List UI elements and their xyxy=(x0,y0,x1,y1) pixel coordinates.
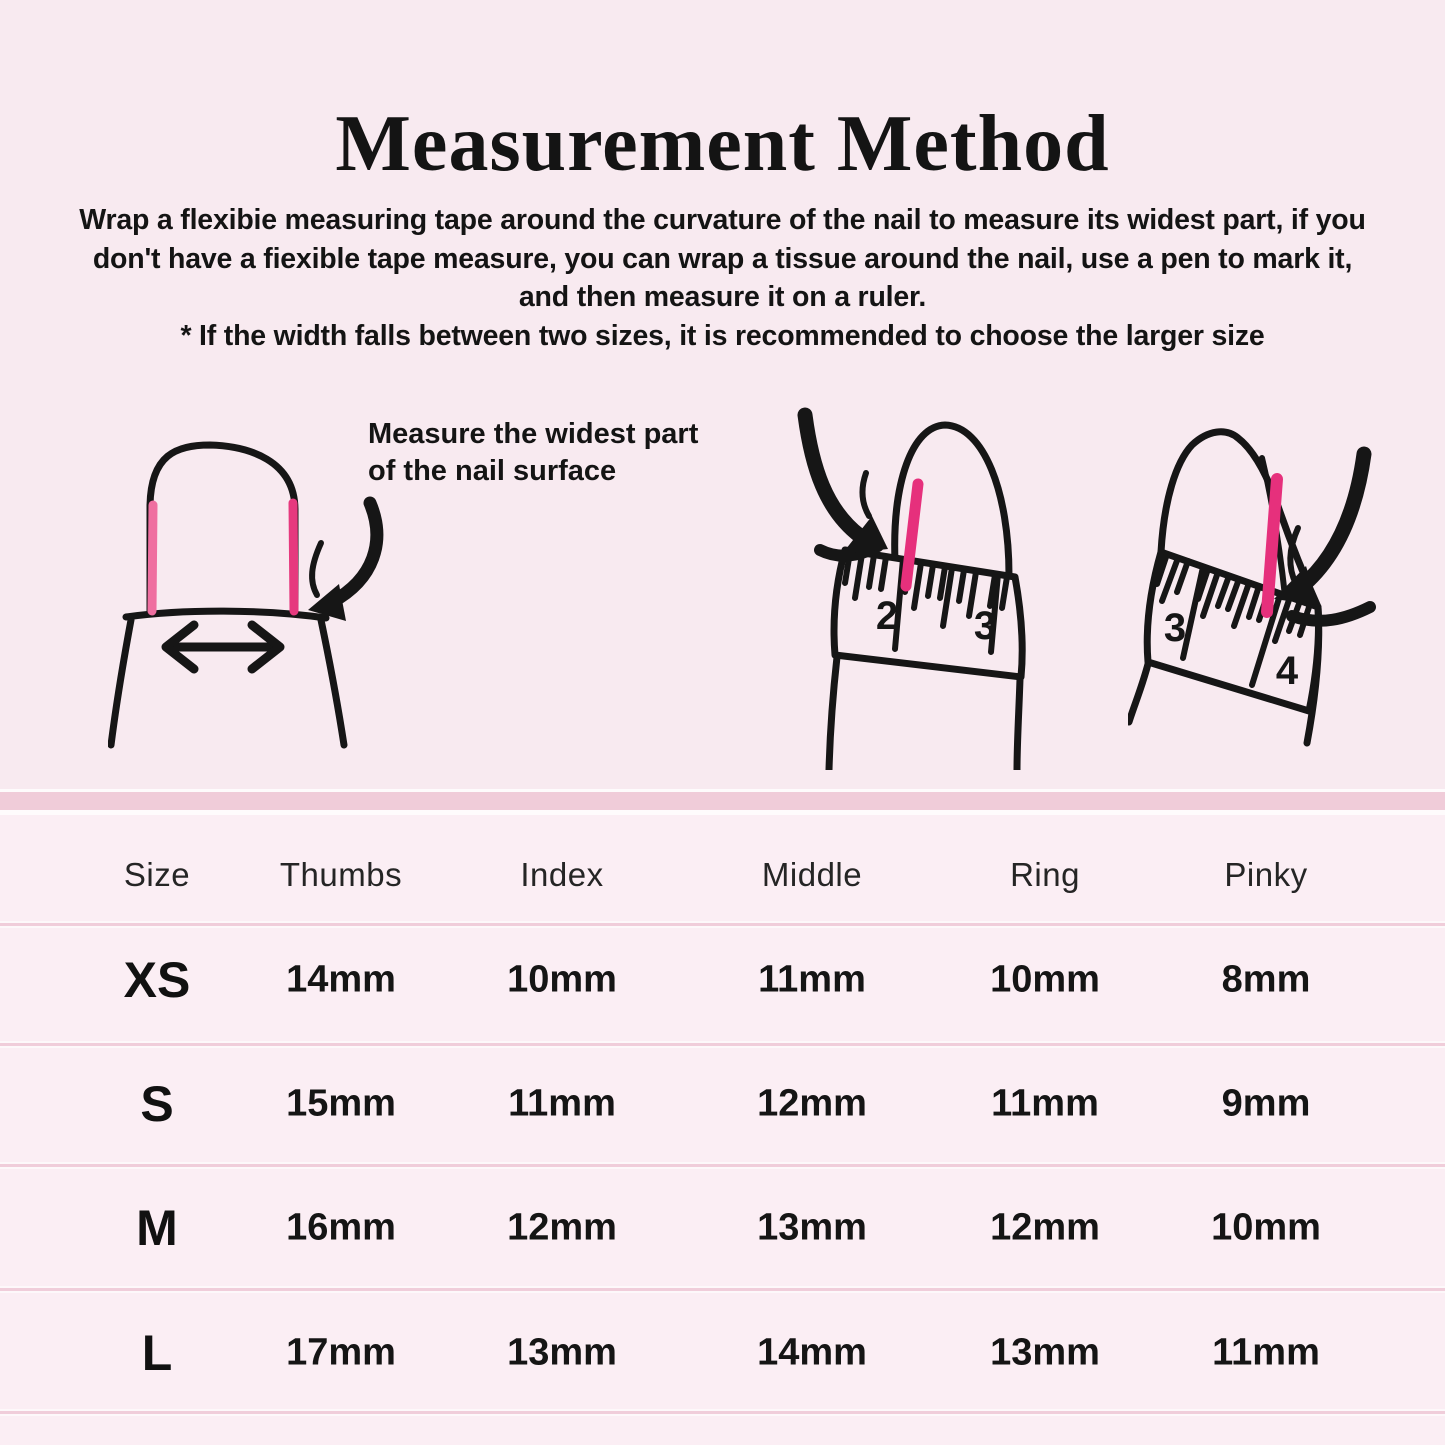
width-arrow-right-head xyxy=(247,620,285,674)
ruler-number: 3 xyxy=(974,604,996,648)
ruler-long-tick-3 xyxy=(988,571,1001,655)
page-title: Measurement Method xyxy=(335,99,1110,188)
row-divider xyxy=(0,1411,1445,1414)
pointer-arrow-flick xyxy=(859,470,872,519)
nail-outline xyxy=(146,441,299,617)
width-arrow-left-head xyxy=(161,620,199,674)
ruler-number: 2 xyxy=(876,594,898,638)
size-row-s: S 15mm 11mm 12mm 11mm 9mm xyxy=(0,1045,1445,1162)
size-row-m: M 16mm 12mm 13mm 12mm 10mm xyxy=(0,1166,1445,1290)
ruler-long-tick-3 xyxy=(1180,564,1206,661)
size-label: XS xyxy=(123,952,191,1008)
size-value: 16mm xyxy=(286,1206,396,1249)
diagram-caption-line: Measure the widest part xyxy=(368,418,699,450)
size-chart-panel xyxy=(0,815,1445,1445)
column-header-thumbs: Thumbs xyxy=(279,856,403,893)
pink-mark xyxy=(900,478,924,592)
tape-measure-diagram-left: 2 3 xyxy=(797,407,1026,770)
size-value: 11mm xyxy=(1212,1331,1320,1374)
size-value: 8mm xyxy=(1221,958,1311,1001)
instruction-note: * If the width falls between two sizes, … xyxy=(180,319,1265,352)
column-header-middle: Middle xyxy=(761,856,863,893)
column-header-index: Index xyxy=(520,856,604,893)
size-value: 11mm xyxy=(758,958,866,1001)
size-value: 10mm xyxy=(990,958,1100,1001)
size-value: 11mm xyxy=(508,1082,616,1124)
nail-width-diagram xyxy=(108,441,384,749)
instruction-line: don't have a fiexible tape measure, you … xyxy=(92,242,1353,275)
pointer-arrow-head xyxy=(842,516,888,554)
size-value: 11mm xyxy=(991,1082,1099,1124)
instructions-block: Wrap a flexibie measuring tape around th… xyxy=(0,201,1445,355)
pointer-arrow-flick xyxy=(309,540,324,598)
size-value: 9mm xyxy=(1221,1082,1311,1124)
size-label: L xyxy=(141,1325,173,1381)
pointer-arrow-head xyxy=(308,584,346,621)
pointer-arrow-head xyxy=(1274,566,1318,605)
diagram-caption: Measure the widest part of the nail surf… xyxy=(368,416,698,490)
ruler-long-tick-4 xyxy=(1249,592,1283,688)
ruler-number: 3 xyxy=(1164,606,1186,650)
finger-crease-line xyxy=(122,607,330,622)
size-value: 12mm xyxy=(990,1206,1100,1249)
finger-right-edge xyxy=(1013,675,1024,770)
column-header-pinky: Pinky xyxy=(1224,856,1308,893)
diagram-caption-line: of the nail surface xyxy=(368,455,617,487)
pointer-arrow-curve xyxy=(325,496,384,609)
ruler-number: 4 xyxy=(1276,649,1299,693)
column-header-size: Size xyxy=(123,856,191,893)
size-row-xs: XS 14mm 10mm 11mm 10mm 8mm xyxy=(0,922,1445,1038)
size-label: M xyxy=(136,1200,178,1256)
size-chart-header-row: Size Thumbs Index Middle Ring Pinky xyxy=(0,815,1445,935)
size-value: 15mm xyxy=(286,1082,396,1124)
row-divider xyxy=(0,1043,1445,1046)
finger-left-edge xyxy=(108,616,135,749)
size-label: S xyxy=(140,1075,174,1132)
pointer-arrow-curve xyxy=(1292,446,1372,596)
pink-mark xyxy=(1261,473,1283,618)
size-value: 17mm xyxy=(286,1331,396,1374)
size-value: 13mm xyxy=(507,1331,617,1374)
finger-left-edge xyxy=(825,653,841,770)
pointer-arrow-barb xyxy=(1286,601,1376,627)
section-divider-band xyxy=(0,789,1445,815)
size-value: 12mm xyxy=(757,1082,867,1124)
row-divider xyxy=(0,923,1445,926)
pink-mark-left xyxy=(147,500,158,616)
size-value: 14mm xyxy=(757,1331,867,1374)
row-divider xyxy=(0,1288,1445,1291)
ruler-long-tick-2 xyxy=(892,556,906,652)
size-value: 14mm xyxy=(286,958,396,1001)
size-value: 13mm xyxy=(757,1206,867,1249)
size-value: 10mm xyxy=(507,958,617,1001)
instruction-line: Wrap a flexibie measuring tape around th… xyxy=(79,204,1366,236)
size-value: 12mm xyxy=(507,1206,617,1249)
finger-left-edge xyxy=(1128,660,1152,726)
pointer-arrow-curve xyxy=(797,407,868,544)
size-value: 10mm xyxy=(1211,1206,1321,1249)
row-divider xyxy=(0,1164,1445,1167)
size-row-l: L 17mm 13mm 14mm 13mm 11mm xyxy=(0,1291,1445,1415)
fingertip-outline xyxy=(891,421,1013,579)
tape-measure-diagram-right: 3 4 xyxy=(1128,428,1376,747)
size-value: 13mm xyxy=(990,1331,1100,1374)
instruction-line: and then measure it on a ruler. xyxy=(518,281,927,313)
column-header-ring: Ring xyxy=(1010,856,1080,893)
finger-right-edge xyxy=(317,616,348,749)
pink-mark-right xyxy=(288,498,299,616)
